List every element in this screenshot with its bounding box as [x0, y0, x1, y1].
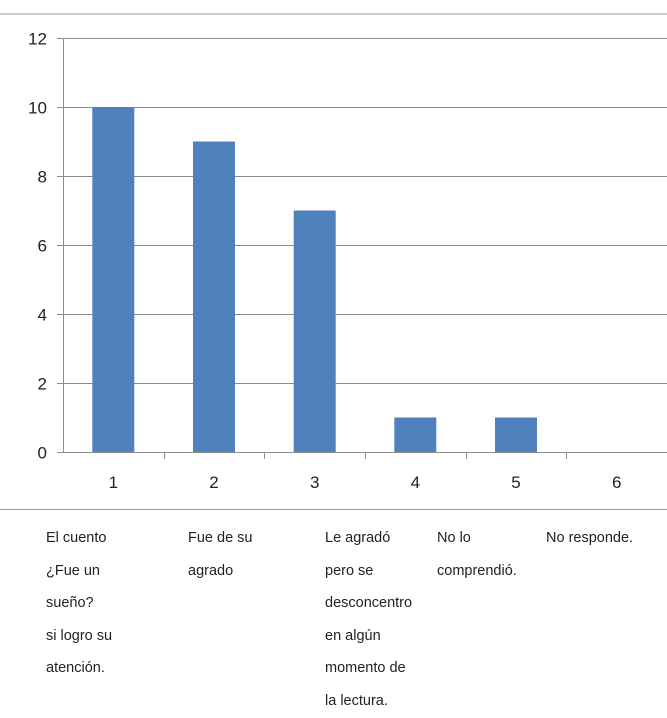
caption-category-4: No lo comprendió.: [437, 522, 517, 587]
caption-line: No lo: [437, 530, 471, 546]
bar-4: [394, 417, 437, 452]
y-tick-label: 6: [38, 237, 47, 256]
caption-line: si logro su: [46, 627, 113, 644]
bar-1: [92, 107, 135, 452]
caption-line: pero se: [325, 562, 374, 579]
caption-line: sueño?: [46, 595, 94, 612]
y-tick-label: 0: [38, 444, 47, 463]
x-tick-label: 1: [109, 473, 118, 492]
caption-line: momento de: [325, 660, 406, 677]
bar-2: [193, 141, 235, 452]
caption-line: No responde.: [546, 530, 634, 546]
bar-3: [293, 210, 336, 452]
y-tick-label: 2: [38, 375, 47, 394]
caption-line: El cuento: [46, 530, 107, 546]
caption-line: ¿Fue un: [46, 562, 100, 579]
caption-line: Le agradó: [325, 530, 391, 546]
caption-line: agrado: [188, 562, 234, 579]
x-tick-label: 4: [411, 473, 420, 492]
y-tick-label: 4: [38, 306, 47, 325]
y-tick-label: 10: [28, 99, 47, 118]
y-tick-label: 8: [38, 168, 47, 187]
caption-line: Fue de su: [188, 530, 253, 546]
x-tick-label: 3: [310, 473, 319, 492]
caption-line: comprendió.: [437, 562, 517, 579]
x-tick-label: 6: [612, 473, 621, 492]
x-tick-label: 2: [209, 473, 218, 492]
caption-line: en algún: [325, 627, 381, 644]
caption-line: desconcentro: [325, 595, 413, 612]
y-tick-label: 12: [28, 30, 47, 49]
bar-5: [495, 417, 537, 452]
caption-line: atención.: [46, 660, 105, 677]
caption-category-1: El cuento ¿Fue un sueño? si logro su atenció…: [46, 522, 112, 685]
x-tick-label: 5: [511, 473, 520, 492]
caption-line: la lectura.: [325, 692, 388, 709]
caption-category-5: No responde.: [546, 522, 633, 555]
caption-category-3: Le agradó pero se desconcentro en algún mome…: [325, 522, 412, 718]
caption-category-2: Fue de su agrado: [188, 522, 253, 587]
